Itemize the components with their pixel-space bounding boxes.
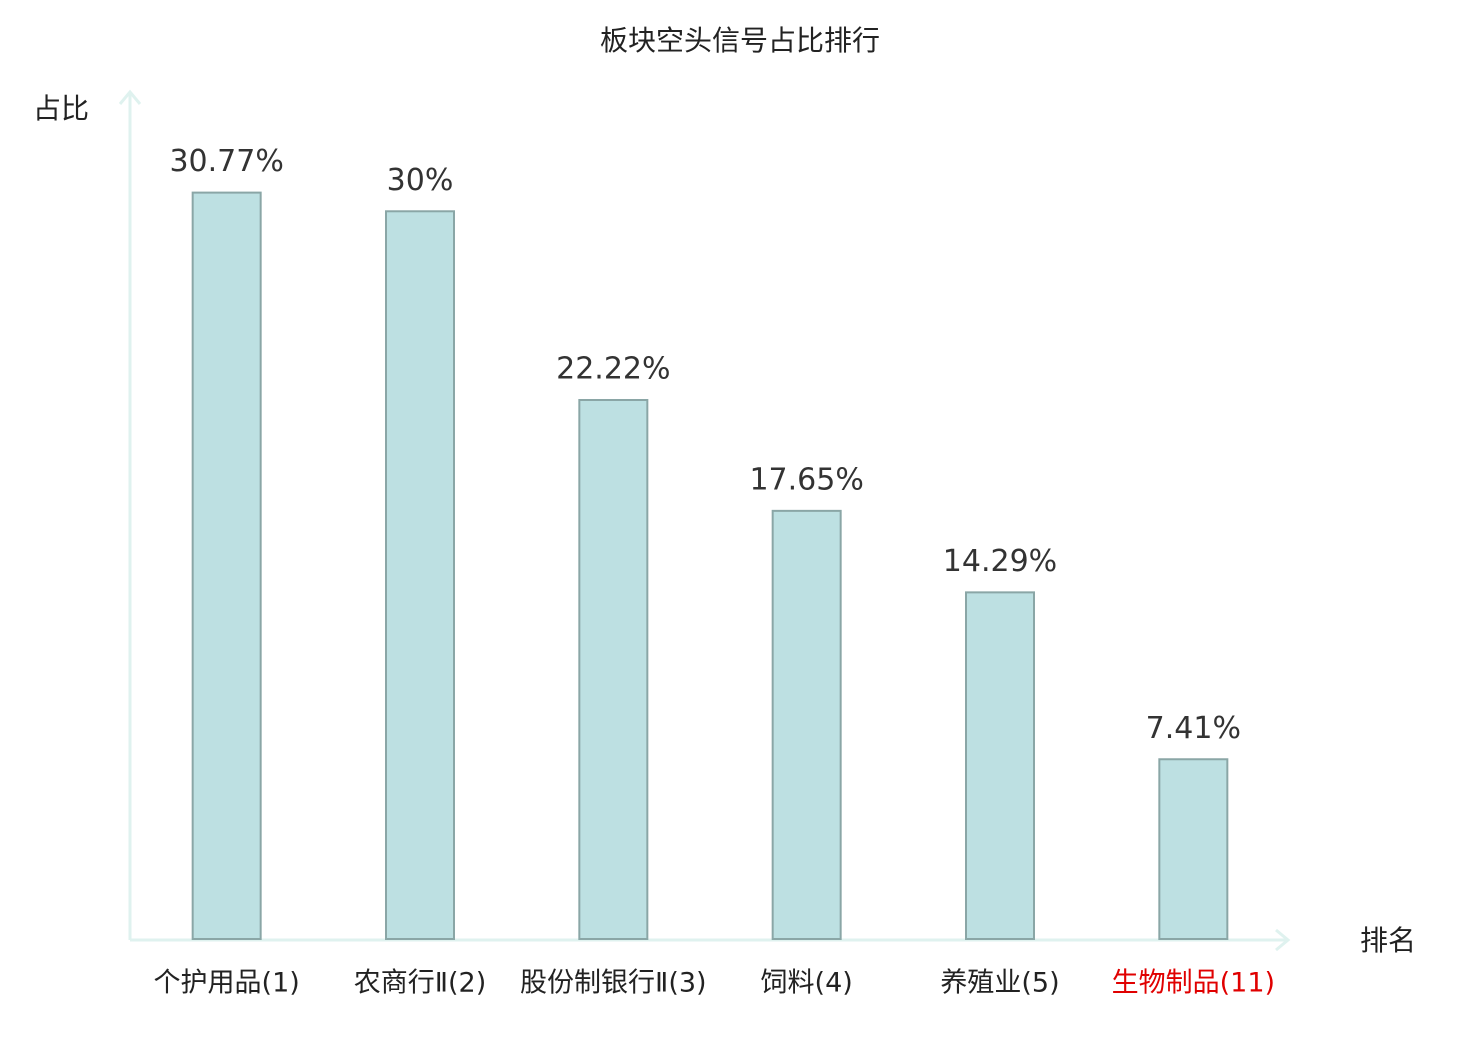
- value-label: 30%: [387, 163, 454, 198]
- x-tick-label: 个护用品(1): [154, 968, 300, 999]
- bar: [191, 191, 262, 940]
- x-axis-arrow: [1275, 928, 1291, 952]
- chart-title: 板块空头信号占比排行: [600, 24, 880, 57]
- x-tick-label: 股份制银行Ⅱ(3): [520, 968, 707, 999]
- value-label: 22.22%: [556, 352, 670, 387]
- x-axis-label: 排名: [1360, 924, 1416, 957]
- y-axis-arrow: [118, 89, 142, 105]
- value-label: 7.41%: [1146, 711, 1241, 746]
- bar: [1158, 758, 1229, 940]
- bar: [965, 591, 1035, 940]
- x-tick-label: 养殖业(5): [940, 968, 1059, 999]
- value-label: 17.65%: [749, 462, 863, 497]
- y-axis-label: 占比: [33, 92, 89, 125]
- bar: [578, 399, 649, 940]
- value-label: 14.29%: [943, 544, 1057, 579]
- x-tick-label: 饲料(4): [761, 968, 853, 999]
- x-tick-label: 生物制品(11): [1112, 968, 1275, 999]
- bar: [771, 509, 842, 940]
- x-tick-label: 农商行Ⅱ(2): [354, 968, 487, 999]
- value-label: 30.77%: [169, 144, 283, 179]
- bar: [385, 210, 455, 941]
